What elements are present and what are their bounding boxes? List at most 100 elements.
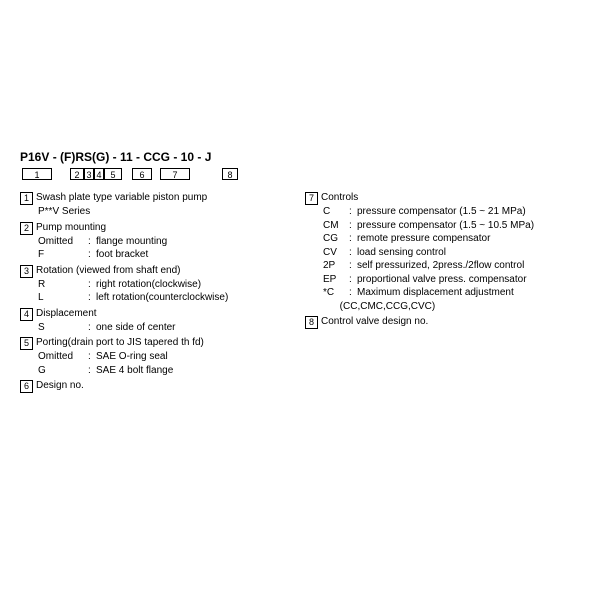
sub-key: S — [38, 321, 88, 335]
sub-key: Omitted — [38, 235, 88, 249]
sub-value: pressure compensator (1.5 ~ 10.5 MPa) — [357, 219, 534, 233]
item-number-box: 8 — [305, 316, 318, 329]
sub-colon: : — [88, 248, 96, 262]
sub-colon: : — [88, 235, 96, 249]
sub-value: remote pressure compensator — [357, 232, 490, 246]
sub-value: self pressurized, 2press./2flow control — [357, 259, 524, 273]
sub-key: *C — [323, 286, 349, 300]
item-number-box: 2 — [20, 222, 33, 235]
sub-colon: : — [88, 321, 96, 335]
sub-value: right rotation(clockwise) — [96, 278, 201, 292]
sub-value: one side of center — [96, 321, 176, 335]
item-title: Pump mounting — [36, 222, 106, 233]
item-sub: R:right rotation(clockwise) — [38, 278, 295, 292]
spec-item-header: 1Swash plate type variable piston pump — [20, 192, 295, 205]
item-sub: Omitted:flange mounting — [38, 235, 295, 249]
spec-item-header: 2Pump mounting — [20, 222, 295, 235]
spec-item-header: 5Porting(drain port to JIS tapered th fd… — [20, 337, 295, 350]
item-sub: S:one side of center — [38, 321, 295, 335]
spec-item-1: 1Swash plate type variable piston pumpP*… — [20, 192, 295, 219]
item-number-box: 1 — [20, 192, 33, 205]
model-code: P16V - (F)RS(G) - 11 - CCG - 10 - J — [20, 150, 580, 164]
sub-colon: : — [88, 364, 96, 378]
sub-colon: : — [349, 219, 357, 233]
item-sub: CG:remote pressure compensator — [323, 232, 580, 246]
item-title: Controls — [321, 192, 358, 203]
sub-value: Maximum displacement adjustment — [357, 286, 514, 300]
left-column: 1Swash plate type variable piston pumpP*… — [20, 192, 295, 396]
sub-value: left rotation(counterclockwise) — [96, 291, 228, 305]
position-box-4: 4 — [94, 168, 104, 180]
sub-value: proportional valve press. compensator — [357, 273, 527, 287]
item-sub: C:pressure compensator (1.5 ~ 21 MPa) — [323, 205, 580, 219]
item-title: Control valve design no. — [321, 316, 428, 327]
item-number-box: 7 — [305, 192, 318, 205]
spec-item-2: 2Pump mountingOmitted:flange mountingF:f… — [20, 222, 295, 262]
spec-item-7: 7ControlsC:pressure compensator (1.5 ~ 2… — [305, 192, 580, 313]
sub-key: CG — [323, 232, 349, 246]
sub-key: R — [38, 278, 88, 292]
spec-item-4: 4DisplacementS:one side of center — [20, 308, 295, 335]
sub-key: EP — [323, 273, 349, 287]
sub-value: flange mounting — [96, 235, 167, 249]
spec-item-header: 3Rotation (viewed from shaft end) — [20, 265, 295, 278]
sub-colon: : — [88, 291, 96, 305]
item-sub: *C:Maximum displacement adjustment — [323, 286, 580, 300]
spec-item-header: 8Control valve design no. — [305, 316, 580, 329]
position-box-2: 2 — [70, 168, 84, 180]
item-number-box: 6 — [20, 380, 33, 393]
item-sub: L:left rotation(counterclockwise) — [38, 291, 295, 305]
spec-item-header: 4Displacement — [20, 308, 295, 321]
sub-key: 2P — [323, 259, 349, 273]
sub-key: C — [323, 205, 349, 219]
sub-value: load sensing control — [357, 246, 446, 260]
sub-key: Omitted — [38, 350, 88, 364]
spec-item-8: 8Control valve design no. — [305, 316, 580, 329]
item-sub: Omitted:SAE O-ring seal — [38, 350, 295, 364]
sub-value: pressure compensator (1.5 ~ 21 MPa) — [357, 205, 526, 219]
sub-colon: : — [349, 259, 357, 273]
item-sub: (CC,CMC,CCG,CVC) — [323, 300, 580, 314]
item-sub: G:SAE 4 bolt flange — [38, 364, 295, 378]
item-title: Porting(drain port to JIS tapered th fd) — [36, 337, 204, 348]
spec-item-3: 3Rotation (viewed from shaft end)R:right… — [20, 265, 295, 305]
right-column: 7ControlsC:pressure compensator (1.5 ~ 2… — [305, 192, 580, 396]
sub-colon: : — [349, 232, 357, 246]
sub-value: foot bracket — [96, 248, 148, 262]
item-sub: F:foot bracket — [38, 248, 295, 262]
sub-colon: : — [349, 246, 357, 260]
position-boxes: 12345678 — [20, 168, 580, 182]
item-number-box: 5 — [20, 337, 33, 350]
sub-colon: : — [349, 273, 357, 287]
position-box-8: 8 — [222, 168, 238, 180]
item-sub: CV:load sensing control — [323, 246, 580, 260]
sub-key: CV — [323, 246, 349, 260]
spec-item-header: 6Design no. — [20, 380, 295, 393]
sub-value: SAE 4 bolt flange — [96, 364, 173, 378]
position-box-7: 7 — [160, 168, 190, 180]
item-sub: CM:pressure compensator (1.5 ~ 10.5 MPa) — [323, 219, 580, 233]
item-number-box: 4 — [20, 308, 33, 321]
columns: 1Swash plate type variable piston pumpP*… — [20, 192, 580, 396]
sub-colon: : — [88, 278, 96, 292]
item-sub: P**V Series — [38, 205, 295, 219]
sub-key: F — [38, 248, 88, 262]
spec-content: P16V - (F)RS(G) - 11 - CCG - 10 - J 1234… — [20, 150, 580, 396]
item-title: Design no. — [36, 380, 84, 391]
sub-key: L — [38, 291, 88, 305]
sub-key: G — [38, 364, 88, 378]
item-title: Swash plate type variable piston pump — [36, 192, 207, 203]
position-box-6: 6 — [132, 168, 152, 180]
sub-colon: : — [349, 286, 357, 300]
sub-key: CM — [323, 219, 349, 233]
spec-item-header: 7Controls — [305, 192, 580, 205]
item-title: Displacement — [36, 308, 97, 319]
item-sub: EP:proportional valve press. compensator — [323, 273, 580, 287]
sub-value: SAE O-ring seal — [96, 350, 168, 364]
item-sub: 2P:self pressurized, 2press./2flow contr… — [323, 259, 580, 273]
position-box-5: 5 — [104, 168, 122, 180]
position-box-3: 3 — [84, 168, 94, 180]
spec-item-6: 6Design no. — [20, 380, 295, 393]
item-title: Rotation (viewed from shaft end) — [36, 265, 181, 276]
spec-item-5: 5Porting(drain port to JIS tapered th fd… — [20, 337, 295, 377]
